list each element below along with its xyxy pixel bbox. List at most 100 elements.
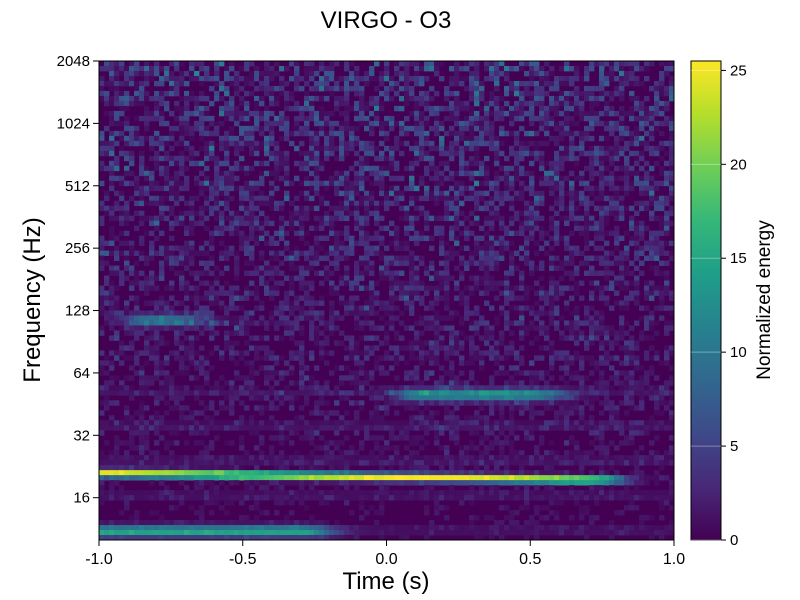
heatmap-cell xyxy=(309,295,315,301)
heatmap-cell xyxy=(524,70,530,77)
heatmap-cell xyxy=(374,220,380,227)
heatmap-cell xyxy=(169,125,175,132)
heatmap-cell xyxy=(414,390,420,396)
heatmap-cell xyxy=(304,75,310,82)
heatmap-cell xyxy=(274,370,280,376)
heatmap-cell xyxy=(504,225,510,232)
heatmap-cell xyxy=(619,260,625,266)
heatmap-cell xyxy=(669,61,675,67)
heatmap-cell xyxy=(439,375,445,381)
heatmap-cell xyxy=(469,345,475,351)
heatmap-cell xyxy=(564,245,570,251)
heatmap-cell xyxy=(189,375,195,381)
heatmap-cell xyxy=(224,215,230,222)
heatmap-cell xyxy=(324,75,330,82)
heatmap-cell xyxy=(639,140,645,147)
heatmap-cell xyxy=(364,335,370,341)
heatmap-cell xyxy=(469,110,475,117)
heatmap-cell xyxy=(659,360,665,366)
heatmap-cell xyxy=(314,235,320,242)
heatmap-cell xyxy=(359,195,365,202)
heatmap-cell xyxy=(224,115,230,122)
heatmap-cell xyxy=(229,95,235,102)
heatmap-cell xyxy=(364,210,370,217)
heatmap-cell xyxy=(634,100,640,107)
heatmap-cell xyxy=(629,65,635,72)
heatmap-cell xyxy=(484,120,490,127)
heatmap-cell xyxy=(164,180,170,187)
heatmap-cell xyxy=(294,195,300,202)
heatmap-cell xyxy=(374,280,380,286)
heatmap-cell xyxy=(169,155,175,162)
heatmap-cell xyxy=(264,335,270,341)
heatmap-cell xyxy=(514,145,520,152)
heatmap-cell xyxy=(614,145,620,152)
heatmap-cell xyxy=(339,230,345,237)
heatmap-cell xyxy=(614,340,620,346)
heatmap-cell xyxy=(599,95,605,102)
heatmap-cell xyxy=(139,150,145,157)
heatmap-cell xyxy=(394,280,400,286)
heatmap-cell xyxy=(214,200,220,207)
heatmap-cell xyxy=(179,255,185,261)
heatmap-cell xyxy=(529,360,535,366)
heatmap-cell xyxy=(589,335,595,341)
heatmap-cell xyxy=(444,85,450,92)
heatmap-cell xyxy=(669,380,675,386)
heatmap-cell xyxy=(314,250,320,256)
heatmap-cell xyxy=(104,190,110,197)
heatmap-cell xyxy=(389,295,395,301)
heatmap-cell xyxy=(414,340,420,346)
heatmap-cell xyxy=(164,175,170,182)
heatmap-cell xyxy=(209,400,215,406)
heatmap-cell xyxy=(329,125,335,132)
heatmap-cell xyxy=(504,380,510,386)
heatmap-cell xyxy=(359,180,365,187)
heatmap-cell xyxy=(494,395,500,401)
heatmap-cell xyxy=(664,225,670,232)
heatmap-cell xyxy=(569,210,575,217)
heatmap-cell xyxy=(204,390,210,396)
heatmap-cell xyxy=(609,145,615,152)
heatmap-cell xyxy=(124,170,130,177)
heatmap-cell xyxy=(159,65,165,72)
heatmap-cell xyxy=(574,390,580,396)
heatmap-cell xyxy=(184,290,190,296)
heatmap-cell xyxy=(159,300,165,306)
heatmap-cell xyxy=(564,75,570,82)
heatmap-cell xyxy=(634,225,640,232)
heatmap-cell xyxy=(429,360,435,366)
heatmap-cell xyxy=(574,320,580,326)
heatmap-cell xyxy=(389,400,395,406)
heatmap-cell xyxy=(479,315,485,321)
heatmap-cell xyxy=(664,70,670,77)
heatmap-cell xyxy=(399,390,405,396)
heatmap-cell xyxy=(364,255,370,261)
heatmap-cell xyxy=(479,275,485,281)
heatmap-cell xyxy=(459,355,465,361)
heatmap-cell xyxy=(454,250,460,256)
heatmap-cell xyxy=(144,290,150,296)
heatmap-cell xyxy=(209,385,215,391)
heatmap-cell xyxy=(534,205,540,212)
heatmap-cell xyxy=(179,355,185,361)
heatmap-cell xyxy=(454,340,460,346)
heatmap-cell xyxy=(344,120,350,127)
heatmap-cell xyxy=(154,330,160,336)
heatmap-cell xyxy=(174,395,180,401)
heatmap-cell xyxy=(629,260,635,266)
heatmap-cell xyxy=(549,260,555,266)
heatmap-cell xyxy=(309,150,315,157)
heatmap-cell xyxy=(624,230,630,237)
heatmap-cell xyxy=(324,385,330,391)
heatmap-cell xyxy=(584,335,590,341)
heatmap-cell xyxy=(249,130,255,137)
heatmap-cell xyxy=(294,80,300,87)
heatmap-cell xyxy=(334,255,340,261)
heatmap-cell xyxy=(504,270,510,276)
heatmap-cell xyxy=(219,390,225,396)
heatmap-cell xyxy=(549,115,555,122)
heatmap-cell xyxy=(539,295,545,301)
heatmap-cell xyxy=(99,85,105,92)
heatmap-cell xyxy=(239,215,245,222)
